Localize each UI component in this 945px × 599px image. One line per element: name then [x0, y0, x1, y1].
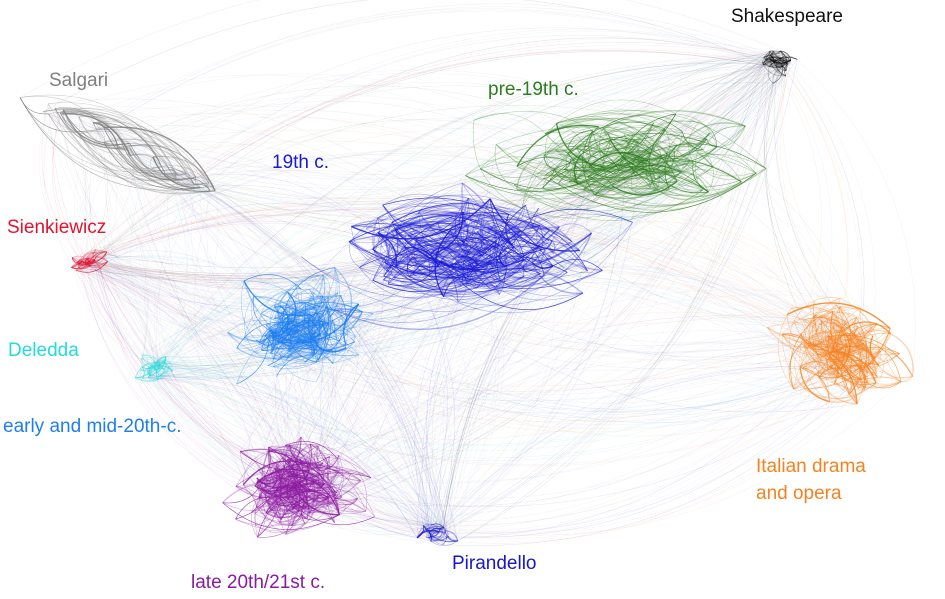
cluster-salgari-edges [19, 94, 216, 195]
cluster-shakespeare-edges [762, 50, 798, 84]
label-deledda: Deledda [8, 340, 79, 361]
cluster-early20-edges [227, 267, 374, 385]
label-pre-19th-century: pre-19th c. [488, 79, 579, 100]
cluster-c19-edges [301, 182, 633, 330]
cluster-pirandello-edges [416, 523, 459, 547]
label-sienkiewicz: Sienkiewicz [7, 217, 107, 238]
cluster-pre19-edges [465, 99, 767, 221]
cluster-sienkiewicz-edges [70, 248, 109, 273]
label-early-mid-20th-century: early and mid-20th-c. [3, 416, 182, 437]
label-pirandello: Pirandello [452, 553, 537, 574]
label-salgari: Salgari [49, 70, 109, 91]
label-19th-century: 19th c. [272, 152, 330, 173]
label-italian-line-1: Italian drama [756, 456, 866, 477]
label-italian-line-2: and opera [756, 483, 842, 504]
cluster-deledda-edges [134, 354, 173, 382]
cluster-italian-edges [767, 297, 914, 405]
label-late-20th-21st-century: late 20th/21st c. [191, 572, 326, 593]
cluster-edges [19, 50, 914, 547]
label-italian-drama-opera: Italian drama and opera [756, 453, 866, 507]
cluster-late20-edges [222, 436, 375, 538]
label-shakespeare: Shakespeare [731, 6, 843, 27]
